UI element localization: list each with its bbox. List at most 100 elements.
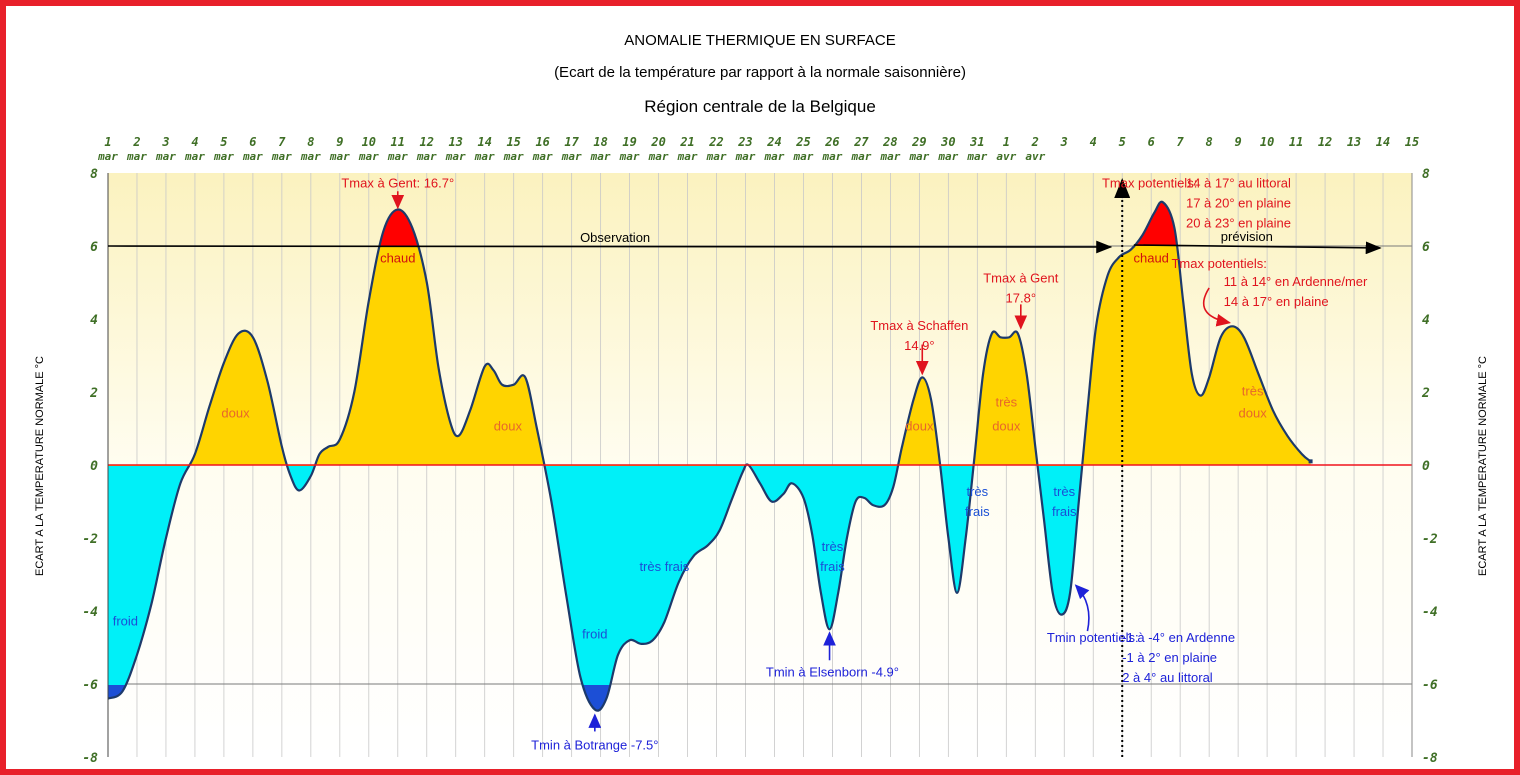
- y-tick-label-left: 4: [90, 313, 98, 328]
- annotation-text: 17 à 20° en plaine: [1186, 196, 1291, 211]
- x-tick-day: 24: [766, 135, 781, 149]
- annotation-arrow-curved: [1074, 584, 1090, 632]
- zone-label: très: [966, 484, 988, 499]
- labels: Observation prévision froid doux chaud doux tr…: [107, 176, 1382, 753]
- x-tick-day: 6: [1148, 135, 1155, 149]
- x-tick-day: 9: [336, 135, 343, 149]
- zone-label: très: [1242, 384, 1264, 399]
- x-tick-day: 2: [132, 135, 140, 149]
- x-tick-month: mar: [97, 150, 118, 163]
- x-tick-day: 26: [824, 135, 839, 149]
- y-axis-title-left: ECART A LA TEMPERATURE NORMALE °C: [34, 356, 46, 576]
- y-tick-label-left: 6: [90, 240, 98, 255]
- x-tick-day: 15: [1405, 135, 1419, 149]
- y-tick-label-right: -4: [1422, 605, 1438, 620]
- zone-label: chaud: [1133, 250, 1168, 265]
- annotation-text: 20 à 23° en plaine: [1186, 216, 1291, 231]
- y-tick-label-left: 8: [90, 167, 98, 182]
- zone-label: frais: [965, 504, 990, 519]
- x-tick-month: mar: [532, 150, 553, 163]
- y-tick-label-right: -8: [1422, 751, 1438, 766]
- x-tick-month: mar: [764, 150, 785, 163]
- x-tick-month: mar: [503, 150, 524, 163]
- y-tick-label-left: -6: [82, 678, 98, 693]
- x-tick-day: 17: [564, 135, 579, 149]
- x-tick-day: 15: [506, 135, 520, 149]
- annotation-arrow-curved: [1203, 287, 1232, 327]
- x-tick-day: 31: [969, 135, 984, 149]
- y-tick-label-left: 0: [90, 459, 98, 474]
- annotation-text: 2 à 4° au littoral: [1122, 670, 1213, 685]
- x-tick-month: mar: [706, 150, 727, 163]
- x-tick-day: 12: [420, 135, 434, 149]
- x-tick-month: mar: [966, 150, 987, 163]
- x-tick-month: avr: [1025, 150, 1045, 163]
- x-tick-month: mar: [445, 150, 466, 163]
- annotation-text: Tmin à Elsenborn -4.9°: [766, 665, 899, 680]
- x-tick-month: mar: [213, 150, 234, 163]
- zone-label: très: [1053, 484, 1075, 499]
- zone-label: doux: [905, 418, 934, 433]
- tres-frais-fill: [108, 466, 1083, 711]
- x-tick-day: 30: [940, 135, 955, 149]
- observation-arrow: [107, 240, 1113, 254]
- x-tick-day: 12: [1318, 135, 1332, 149]
- x-tick-month: mar: [822, 150, 843, 163]
- annotation-text: Tmin potentiels:: [1047, 630, 1139, 645]
- x-tick-day: 1: [104, 135, 111, 149]
- x-tick-month: mar: [735, 150, 756, 163]
- y-tick-label-right: -2: [1422, 532, 1438, 547]
- x-tick-day: 4: [1090, 135, 1097, 149]
- series-line: [107, 200, 1313, 712]
- x-tick-day: 11: [391, 135, 405, 149]
- x-tick-month: mar: [879, 150, 900, 163]
- annotation-text: 14 à 17° au littoral: [1186, 176, 1291, 191]
- x-tick-month: mar: [329, 150, 350, 163]
- x-tick-day: 7: [1177, 135, 1185, 149]
- zone-label: froid: [113, 614, 138, 629]
- x-tick-month: mar: [590, 150, 611, 163]
- x-tick-day: 23: [737, 135, 752, 149]
- prevision-arrow: [1133, 241, 1382, 255]
- x-tick-day: 18: [593, 135, 607, 149]
- annotation-text: -1 à 2° en plaine: [1122, 650, 1217, 665]
- x-tick-month: mar: [474, 150, 495, 163]
- y-tick-label-right: 4: [1422, 313, 1430, 328]
- x-tick-month: avr: [996, 150, 1016, 163]
- y-tick-label-right: 8: [1422, 167, 1430, 182]
- area-fills: [108, 201, 1311, 711]
- zone-label: frais: [820, 559, 845, 574]
- x-tick-day: 14: [477, 135, 491, 149]
- x-tick-month: mar: [271, 150, 292, 163]
- x-tick-day: 20: [650, 135, 665, 149]
- x-tick-month: mar: [850, 150, 871, 163]
- zone-label: très frais: [639, 559, 689, 574]
- doux-fill: [108, 201, 1311, 466]
- annotation-text: Tmax à Gent: [983, 271, 1059, 286]
- x-tick-month: mar: [242, 150, 263, 163]
- chart-title: ANOMALIE THERMIQUE EN SURFACE: [624, 32, 896, 49]
- x-tick-day: 25: [795, 135, 810, 149]
- zone-label: très: [995, 395, 1017, 410]
- zone-label: doux: [221, 406, 250, 421]
- y-tick-label-right: 6: [1422, 240, 1430, 255]
- chart-region: Région centrale de la Belgique: [644, 97, 876, 116]
- chart-subtitle: (Ecart de la température par rapport à l…: [554, 64, 966, 81]
- x-tick-day: 3: [1060, 135, 1068, 149]
- x-tick-day: 3: [161, 135, 169, 149]
- zone-label: très: [822, 539, 844, 554]
- y-tick-label-left: 2: [89, 386, 98, 401]
- x-tick-day: 21: [679, 135, 694, 149]
- x-tick-day: 2: [1031, 135, 1039, 149]
- y-tick-label-right: 0: [1422, 459, 1430, 474]
- annotation-text: Tmax potentiels:: [1171, 256, 1266, 271]
- x-tick-day: 7: [278, 135, 286, 149]
- x-tick-day: 1: [1003, 135, 1010, 149]
- x-tick-day: 5: [220, 135, 227, 149]
- annotation-text: 17.8°: [1006, 291, 1037, 306]
- annotation-text: Tmin à Botrange -7.5°: [531, 738, 658, 753]
- x-tick-day: 13: [449, 135, 463, 149]
- anomaly-line: [107, 200, 1312, 712]
- x-tick-month: mar: [358, 150, 379, 163]
